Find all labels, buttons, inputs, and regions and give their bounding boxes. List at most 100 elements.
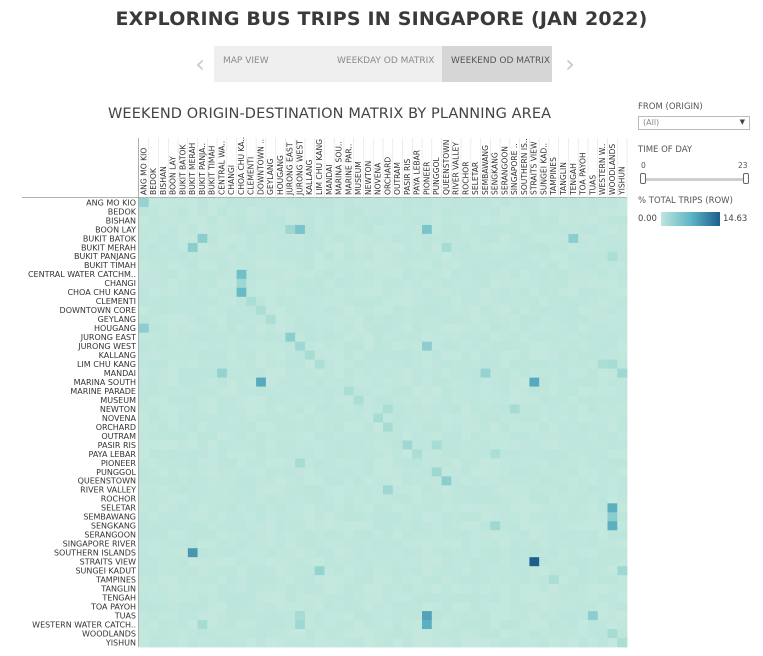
heatmap-cell[interactable] xyxy=(343,431,355,441)
heatmap-cell[interactable] xyxy=(295,593,306,603)
heatmap-cell[interactable] xyxy=(265,440,277,450)
heatmap-cell[interactable] xyxy=(304,251,316,262)
heatmap-cell[interactable] xyxy=(148,593,159,603)
heatmap-cell[interactable] xyxy=(187,296,198,307)
heatmap-cell[interactable] xyxy=(392,341,403,352)
heatmap-cell[interactable] xyxy=(334,341,345,352)
heatmap-cell[interactable] xyxy=(226,548,237,558)
heatmap-cell[interactable] xyxy=(500,332,511,343)
heatmap-cell[interactable] xyxy=(324,467,335,477)
heatmap-cell[interactable] xyxy=(275,440,286,450)
heatmap-cell[interactable] xyxy=(148,440,159,450)
heatmap-cell[interactable] xyxy=(168,611,179,621)
heatmap-cell[interactable] xyxy=(246,539,257,549)
heatmap-cell[interactable] xyxy=(324,575,335,585)
heatmap-cell[interactable] xyxy=(607,422,618,432)
heatmap-cell[interactable] xyxy=(275,476,286,486)
heatmap-cell[interactable] xyxy=(353,512,364,522)
heatmap-cell[interactable] xyxy=(197,611,208,621)
heatmap-cell[interactable] xyxy=(334,458,345,468)
heatmap-cell[interactable] xyxy=(568,224,579,235)
heatmap-cell[interactable] xyxy=(334,296,345,307)
heatmap-cell[interactable] xyxy=(412,638,423,648)
heatmap-cell[interactable] xyxy=(275,611,286,621)
heatmap-cell[interactable] xyxy=(363,350,374,361)
heatmap-cell[interactable] xyxy=(148,638,159,648)
heatmap-cell[interactable] xyxy=(285,305,296,316)
heatmap-cell[interactable] xyxy=(285,368,296,378)
heatmap-cell[interactable] xyxy=(529,260,540,271)
heatmap-cell[interactable] xyxy=(578,521,589,531)
heatmap-cell[interactable] xyxy=(509,341,521,352)
heatmap-cell[interactable] xyxy=(334,530,345,540)
heatmap-cell[interactable] xyxy=(548,494,560,504)
heatmap-cell[interactable] xyxy=(529,494,540,504)
heatmap-cell[interactable] xyxy=(187,548,198,558)
heatmap-cell[interactable] xyxy=(509,404,521,414)
heatmap-cell[interactable] xyxy=(402,341,413,352)
heatmap-cell[interactable] xyxy=(256,611,267,621)
heatmap-cell[interactable] xyxy=(168,341,179,352)
heatmap-cell[interactable] xyxy=(217,458,228,468)
heatmap-cell[interactable] xyxy=(578,215,589,226)
heatmap-cell[interactable] xyxy=(383,224,394,235)
heatmap-cell[interactable] xyxy=(422,467,433,477)
heatmap-cell[interactable] xyxy=(539,458,550,468)
heatmap-cell[interactable] xyxy=(343,638,355,648)
heatmap-cell[interactable] xyxy=(148,548,159,558)
heatmap-cell[interactable] xyxy=(295,341,306,352)
tab-map-view[interactable]: MAP VIEW xyxy=(214,46,328,82)
heatmap-cell[interactable] xyxy=(607,323,618,334)
heatmap-cell[interactable] xyxy=(422,287,433,298)
heatmap-cell[interactable] xyxy=(236,422,247,432)
heatmap-cell[interactable] xyxy=(334,449,345,459)
heatmap-cell[interactable] xyxy=(461,206,472,217)
heatmap-cell[interactable] xyxy=(519,404,530,414)
heatmap-cell[interactable] xyxy=(275,431,286,441)
heatmap-cell[interactable] xyxy=(246,476,257,486)
heatmap-cell[interactable] xyxy=(314,287,325,298)
heatmap-cell[interactable] xyxy=(158,611,169,621)
heatmap-cell[interactable] xyxy=(519,557,530,567)
heatmap-cell[interactable] xyxy=(539,557,550,567)
heatmap-cell[interactable] xyxy=(587,359,599,370)
heatmap-cell[interactable] xyxy=(509,602,521,612)
heatmap-cell[interactable] xyxy=(256,638,267,648)
heatmap-cell[interactable] xyxy=(617,278,628,289)
heatmap-cell[interactable] xyxy=(295,215,306,226)
heatmap-cell[interactable] xyxy=(334,485,345,495)
heatmap-cell[interactable] xyxy=(607,431,618,441)
heatmap-cell[interactable] xyxy=(226,638,237,648)
heatmap-cell[interactable] xyxy=(168,638,179,648)
heatmap-cell[interactable] xyxy=(383,233,394,244)
heatmap-cell[interactable] xyxy=(197,206,208,217)
heatmap-cell[interactable] xyxy=(529,557,540,567)
heatmap-cell[interactable] xyxy=(568,593,579,603)
heatmap-cell[interactable] xyxy=(490,332,501,343)
heatmap-cell[interactable] xyxy=(304,503,316,513)
heatmap-cell[interactable] xyxy=(451,206,462,217)
heatmap-cell[interactable] xyxy=(597,242,608,253)
heatmap-cell[interactable] xyxy=(480,341,491,352)
heatmap-cell[interactable] xyxy=(500,449,511,459)
heatmap-cell[interactable] xyxy=(509,422,521,432)
heatmap-cell[interactable] xyxy=(422,260,433,271)
heatmap-cell[interactable] xyxy=(422,548,433,558)
heatmap-cell[interactable] xyxy=(236,638,247,648)
heatmap-cell[interactable] xyxy=(617,386,628,396)
heatmap-cell[interactable] xyxy=(480,467,491,477)
heatmap-cell[interactable] xyxy=(207,584,218,594)
heatmap-cell[interactable] xyxy=(373,530,384,540)
heatmap-cell[interactable] xyxy=(490,305,501,316)
heatmap-cell[interactable] xyxy=(500,512,511,522)
heatmap-cell[interactable] xyxy=(304,593,316,603)
heatmap-cell[interactable] xyxy=(197,341,208,352)
heatmap-cell[interactable] xyxy=(548,206,560,217)
heatmap-cell[interactable] xyxy=(470,557,481,567)
heatmap-cell[interactable] xyxy=(422,422,433,432)
heatmap-cell[interactable] xyxy=(178,359,189,370)
heatmap-cell[interactable] xyxy=(187,566,198,576)
heatmap-cell[interactable] xyxy=(295,467,306,477)
heatmap-cell[interactable] xyxy=(490,557,501,567)
heatmap-cell[interactable] xyxy=(207,440,218,450)
